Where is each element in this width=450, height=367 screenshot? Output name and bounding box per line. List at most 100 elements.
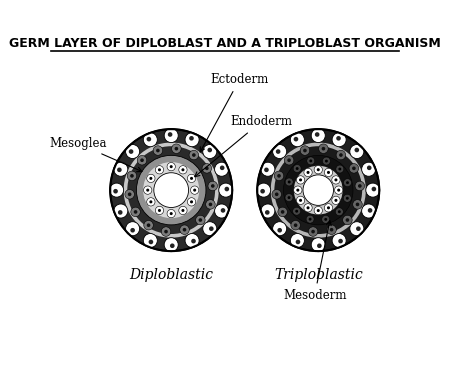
Circle shape — [285, 178, 293, 186]
Circle shape — [297, 196, 305, 204]
Circle shape — [187, 198, 196, 206]
Circle shape — [337, 189, 340, 192]
Circle shape — [168, 132, 172, 137]
Circle shape — [189, 150, 198, 160]
Circle shape — [314, 166, 322, 174]
Circle shape — [185, 133, 199, 147]
Circle shape — [311, 128, 325, 142]
Circle shape — [179, 166, 187, 174]
Circle shape — [277, 228, 282, 233]
Circle shape — [296, 167, 299, 170]
Circle shape — [137, 156, 147, 165]
Circle shape — [124, 142, 219, 238]
Circle shape — [207, 148, 212, 152]
Circle shape — [128, 192, 131, 196]
Circle shape — [264, 167, 269, 172]
Circle shape — [193, 189, 196, 192]
Text: Triploblastic: Triploblastic — [274, 268, 363, 282]
Circle shape — [288, 196, 290, 199]
Circle shape — [324, 204, 333, 212]
Circle shape — [113, 189, 118, 193]
Circle shape — [275, 192, 279, 196]
Circle shape — [129, 149, 133, 154]
Circle shape — [338, 239, 343, 243]
Circle shape — [322, 215, 330, 224]
Circle shape — [110, 183, 124, 197]
Circle shape — [309, 218, 311, 221]
Circle shape — [303, 175, 333, 206]
Circle shape — [311, 238, 325, 252]
Circle shape — [336, 150, 346, 160]
Circle shape — [147, 198, 155, 206]
Circle shape — [215, 204, 229, 218]
Circle shape — [308, 227, 318, 236]
Circle shape — [180, 225, 189, 235]
Circle shape — [276, 149, 280, 154]
Circle shape — [198, 218, 202, 222]
Circle shape — [274, 146, 362, 234]
Circle shape — [287, 159, 291, 162]
Circle shape — [322, 147, 325, 150]
Circle shape — [181, 168, 184, 171]
Circle shape — [334, 178, 338, 181]
Circle shape — [149, 177, 153, 180]
Circle shape — [300, 146, 310, 155]
Circle shape — [189, 136, 194, 141]
Circle shape — [127, 171, 137, 181]
Circle shape — [332, 176, 340, 184]
Circle shape — [367, 166, 372, 170]
Circle shape — [167, 163, 176, 171]
Circle shape — [284, 155, 353, 225]
Circle shape — [334, 186, 343, 194]
Circle shape — [317, 209, 320, 212]
Circle shape — [362, 162, 376, 176]
Circle shape — [285, 194, 293, 201]
Circle shape — [170, 243, 175, 248]
Circle shape — [148, 240, 153, 244]
Circle shape — [261, 204, 275, 218]
Text: GERM LAYER OF DIPLOBLAST AND A TRIPLOBLAST ORGANISM: GERM LAYER OF DIPLOBLAST AND A TRIPLOBLA… — [9, 37, 441, 50]
Circle shape — [161, 227, 171, 236]
Circle shape — [292, 207, 301, 215]
Circle shape — [215, 162, 229, 176]
Circle shape — [306, 215, 314, 223]
Circle shape — [294, 186, 302, 194]
Circle shape — [346, 218, 349, 222]
Circle shape — [190, 186, 199, 194]
Circle shape — [346, 181, 349, 184]
Circle shape — [202, 164, 212, 173]
Circle shape — [196, 215, 205, 225]
Circle shape — [350, 222, 364, 236]
Circle shape — [265, 210, 270, 215]
Circle shape — [143, 162, 199, 218]
Circle shape — [343, 194, 351, 202]
Circle shape — [327, 206, 330, 209]
Circle shape — [290, 133, 304, 147]
Circle shape — [350, 145, 364, 159]
Circle shape — [324, 168, 333, 177]
Circle shape — [296, 240, 300, 244]
Circle shape — [144, 186, 152, 194]
Circle shape — [158, 168, 161, 171]
Circle shape — [257, 129, 379, 251]
Circle shape — [272, 189, 281, 199]
Circle shape — [281, 210, 284, 214]
Circle shape — [164, 238, 178, 252]
Circle shape — [185, 233, 199, 248]
Circle shape — [208, 181, 217, 191]
Circle shape — [306, 171, 310, 174]
Circle shape — [147, 137, 151, 141]
Circle shape — [334, 199, 338, 202]
Circle shape — [271, 142, 366, 238]
Circle shape — [225, 187, 229, 191]
Circle shape — [136, 155, 206, 225]
Circle shape — [274, 171, 284, 181]
Circle shape — [156, 149, 160, 152]
Circle shape — [190, 177, 193, 180]
Circle shape — [220, 166, 225, 170]
Circle shape — [356, 226, 361, 231]
Circle shape — [317, 168, 320, 171]
Circle shape — [219, 183, 233, 197]
Circle shape — [190, 200, 193, 203]
Circle shape — [220, 208, 225, 213]
